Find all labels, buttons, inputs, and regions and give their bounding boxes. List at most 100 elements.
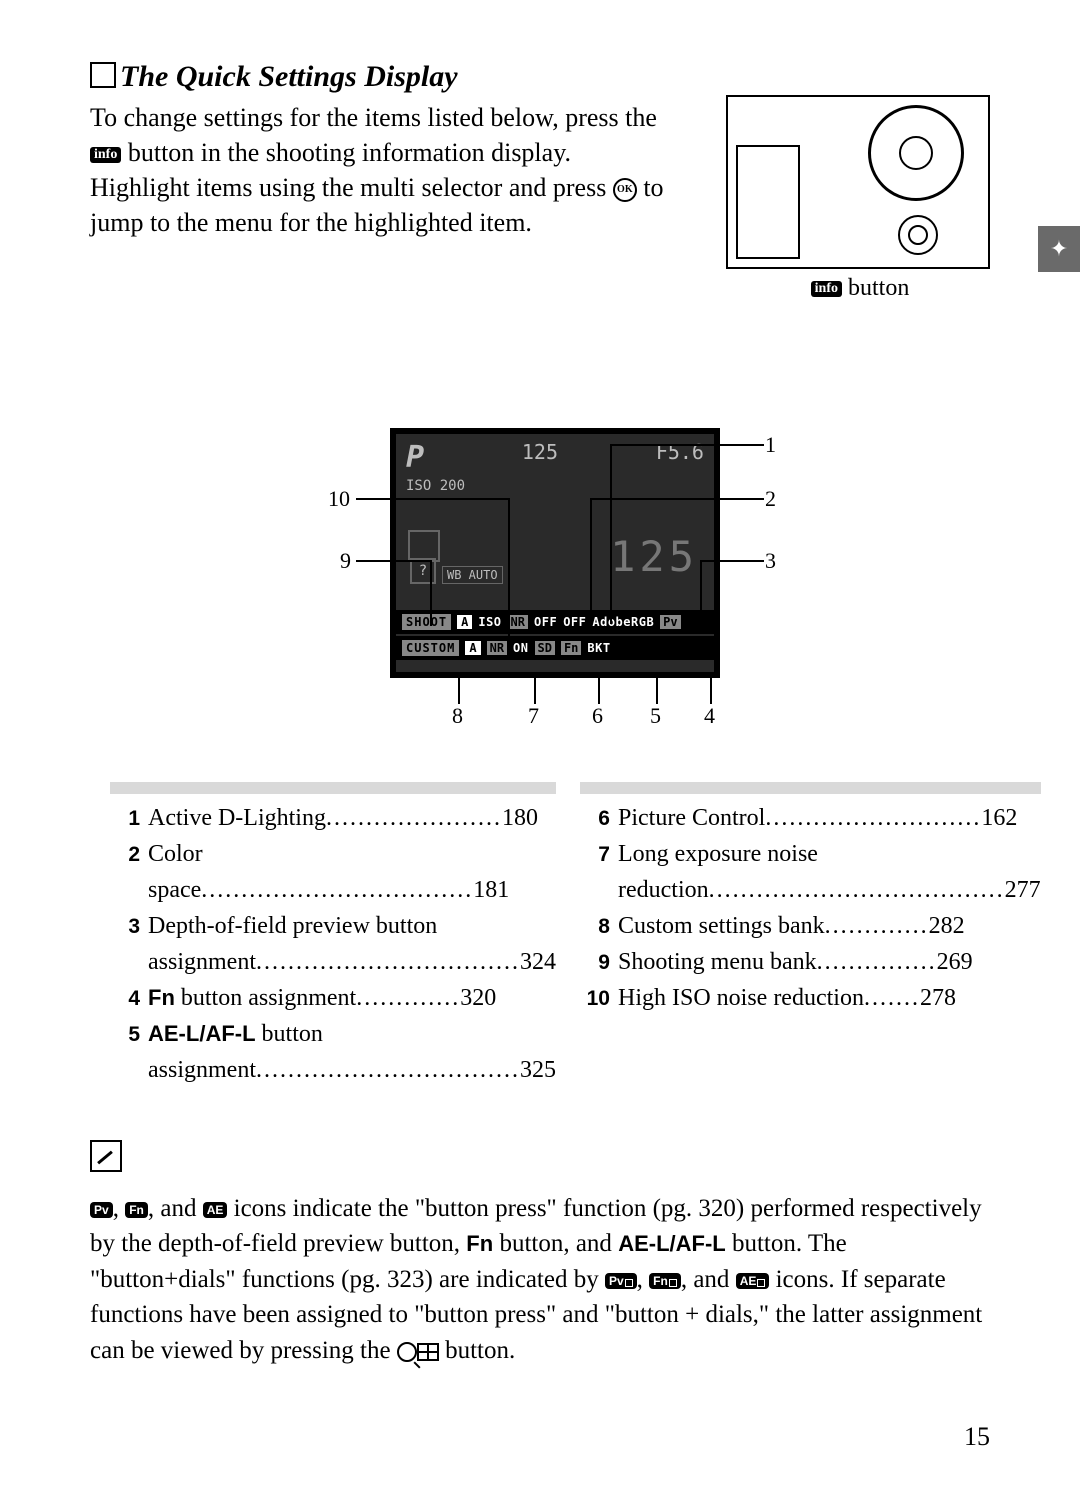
lcd-big: 125 (610, 532, 698, 581)
bar-bank: A (465, 641, 480, 655)
callout-6: 6 (592, 703, 603, 729)
legend-num: 10 (580, 983, 618, 1015)
info-icon: info (90, 147, 121, 163)
legend-item: 7Long exposure noise reduction..........… (580, 836, 1041, 908)
fn-dial-icon: Fn (649, 1273, 681, 1289)
note-text: button. (445, 1337, 515, 1364)
legend-head (580, 782, 1041, 794)
callout-line (590, 498, 764, 500)
callout-line (700, 560, 702, 626)
legend-item: 6Picture Control........................… (580, 800, 1041, 836)
legend-text: Fn button assignment.............320 (148, 980, 556, 1016)
legend-item: 1Active D-Lighting......................… (110, 800, 556, 836)
legend-num: 4 (110, 983, 148, 1015)
callout-10: 10 (328, 486, 350, 512)
bar-chip: NR (487, 641, 507, 655)
bar-tag: ISO (478, 615, 501, 629)
callout-line (710, 676, 712, 704)
callout-4: 4 (704, 703, 715, 729)
callout-line (356, 560, 432, 562)
legend-num: 8 (580, 911, 618, 943)
legend-num: 2 (110, 839, 148, 871)
callout-line (508, 498, 510, 650)
title-bullet-icon (90, 62, 116, 88)
lcd-iso: ISO 200 (406, 478, 465, 494)
fn-icon: Fn (125, 1202, 148, 1218)
callout-line (700, 560, 764, 562)
pv-icon: Pv (90, 1202, 113, 1218)
ok-icon: OK (613, 178, 637, 202)
lcd-shutter: 125 (522, 440, 558, 475)
legend-item: 2Color space............................… (110, 836, 556, 908)
lcd-wb: WB AUTO (442, 566, 503, 584)
lcd-custom-bar: CUSTOM A NR ON SD Fn BKT (396, 636, 714, 660)
camera-caption: info button (730, 275, 990, 302)
ael-icon: AE (203, 1202, 228, 1218)
fn-label: Fn (466, 1231, 493, 1256)
intro-text-b: button in the shooting information displ… (90, 138, 613, 202)
intro-text-a: To change settings for the items listed … (90, 103, 657, 132)
pencil-icon (90, 1140, 122, 1172)
bar-bank: A (457, 615, 472, 629)
legend-text: Picture Control.........................… (618, 800, 1041, 836)
note-text: , and (681, 1266, 736, 1293)
bar-tag: OFF (534, 615, 557, 629)
info-button-icon (898, 215, 938, 255)
section-title: The Quick Settings Display (90, 60, 990, 94)
legend-item: 4Fn button assignment.............320 (110, 980, 556, 1016)
legend-text: Color space.............................… (148, 836, 556, 908)
bar-tag: BKT (587, 641, 610, 655)
callout-line (610, 444, 764, 446)
title-text: The Quick Settings Display (120, 60, 458, 93)
legend-item: 9Shooting menu bank...............269 (580, 944, 1041, 980)
callout-7: 7 (528, 703, 539, 729)
legend-item: 3Depth-of-field preview button assignmen… (110, 908, 556, 980)
callout-line (656, 676, 658, 704)
grid-icon (417, 1343, 439, 1361)
bar-chip: Fn (561, 641, 581, 655)
legend-text: Active D-Lighting......................1… (148, 800, 556, 836)
legend-num: 7 (580, 839, 618, 871)
bar-label: CUSTOM (402, 640, 459, 656)
info-icon: info (811, 281, 842, 297)
legend-text: High ISO noise reduction.......278 (618, 980, 1041, 1016)
callout-5: 5 (650, 703, 661, 729)
bar-tag: OFF (563, 615, 586, 629)
mode-p: P (406, 440, 424, 475)
callout-9: 9 (340, 548, 351, 574)
legend-text: Long exposure noise reduction...........… (618, 836, 1041, 908)
note-text: , (113, 1195, 126, 1222)
bar-chip: SD (535, 641, 555, 655)
callout-line (430, 560, 432, 626)
legend-num: 5 (110, 1019, 148, 1051)
legend-item: 5AE-L/AF-L button assignment............… (110, 1016, 556, 1088)
lcd-shoot-bar: SHOOT A ISONROFF OFF AdobeRGB Pv (396, 610, 714, 634)
callout-8: 8 (452, 703, 463, 729)
note-text: button, and (493, 1230, 618, 1257)
bar-chip: NR (508, 615, 528, 629)
pv-dial-icon: Pv (605, 1273, 637, 1289)
callout-3: 3 (765, 548, 776, 574)
camera-screen-icon (736, 145, 800, 259)
bar-tag: ON (513, 641, 528, 655)
callout-1: 1 (765, 432, 776, 458)
bar-label: SHOOT (402, 614, 451, 630)
legend-item: 8Custom settings bank.............282 (580, 908, 1041, 944)
legend-text: AE-L/AF-L button assignment.............… (148, 1016, 556, 1088)
page-number: 15 (964, 1422, 990, 1452)
legend-num: 9 (580, 947, 618, 979)
lcd-screen: P 125 F5.6 ISO 200 125 ? WB AUTO SHOOT A… (390, 428, 720, 678)
legend: 1Active D-Lighting......................… (110, 782, 990, 1088)
callout-line (590, 498, 592, 626)
legend-text: Shooting menu bank...............269 (618, 944, 1041, 980)
ael-label: AE-L/AF-L (618, 1231, 726, 1256)
callout-2: 2 (765, 486, 776, 512)
note-text: , (637, 1266, 650, 1293)
callout-line (598, 676, 600, 704)
bar-chip: Pv (660, 615, 680, 629)
legend-text: Custom settings bank.............282 (618, 908, 1041, 944)
legend-right: 6Picture Control........................… (580, 782, 1041, 1088)
callout-line (610, 444, 612, 624)
note-box: Pv, Fn, and AE icons indicate the "butto… (90, 1140, 990, 1368)
manual-page: The Quick Settings Display To change set… (0, 0, 1080, 1486)
